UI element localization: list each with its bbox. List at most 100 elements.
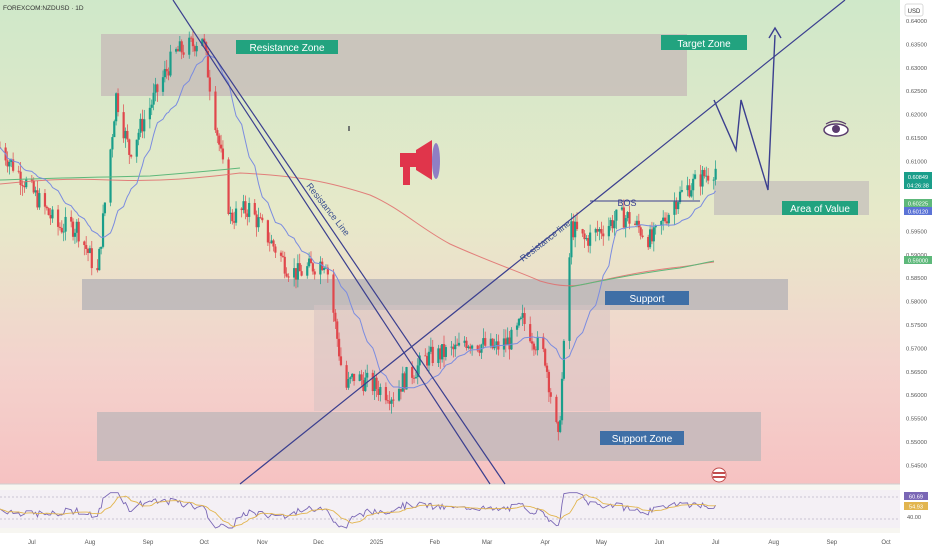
candle-up [373, 377, 376, 392]
candle-up [690, 190, 693, 197]
candle-up [34, 190, 37, 193]
candle-down [300, 271, 303, 276]
candle-down [411, 367, 414, 378]
candle-down [240, 208, 243, 211]
candle-up [379, 387, 382, 395]
candle-up [109, 149, 112, 203]
rising-trend-line [239, 0, 846, 485]
candle-down [126, 130, 129, 140]
candle-down [650, 229, 654, 242]
candle-up [701, 169, 704, 187]
support-zone-label: Support Zone [612, 434, 673, 445]
price-tick-label: 0.63000 [906, 66, 927, 72]
candle-up [163, 68, 166, 78]
candle-up [635, 220, 639, 225]
candle-down [309, 258, 313, 264]
resistance-line-1 [172, 0, 491, 485]
candle-up [680, 190, 684, 192]
candle-up [495, 341, 498, 346]
time-tick-label: Sep [826, 540, 837, 546]
candle-down [182, 52, 185, 55]
candle-down [12, 159, 15, 171]
candle-up [615, 209, 618, 221]
projection-path [713, 34, 776, 191]
candle-down [339, 356, 343, 366]
area-of-value-label: Area of Value [790, 204, 850, 215]
time-tick-label: Jun [655, 540, 665, 546]
target-zone-label: Target Zone [677, 39, 731, 50]
candle-down [30, 179, 33, 181]
candle-up [457, 342, 461, 346]
ma-fast-value: 0.60225 [908, 202, 928, 208]
candle-up [405, 367, 408, 390]
candle-down [456, 344, 459, 346]
candle-up [178, 41, 181, 52]
candle-up [515, 325, 519, 330]
candle-down [399, 388, 403, 392]
support-label-bg [605, 291, 689, 305]
candle-up [519, 317, 522, 319]
candle-down [707, 175, 710, 181]
candle-up [489, 338, 492, 346]
ma-fast-label-value: 0.60120 [908, 210, 928, 216]
candle-up [667, 214, 670, 224]
countdown-tag [904, 181, 932, 189]
candle-up [10, 159, 13, 163]
price-tick-label: 0.57500 [906, 323, 927, 329]
candle-up [51, 209, 54, 219]
candle-down [281, 255, 284, 257]
candle-up [506, 337, 509, 345]
ma-slow-green-line [0, 167, 241, 181]
candle-up [113, 121, 116, 138]
candle-down [386, 400, 389, 402]
candle-down [83, 241, 86, 246]
candle-up [175, 49, 178, 52]
candle-up [654, 225, 657, 228]
candle-up [560, 378, 564, 421]
candle-up [471, 345, 474, 349]
candle-down [221, 148, 225, 160]
candle-up [444, 347, 447, 357]
rsi-level-value: 40.00 [907, 515, 921, 521]
time-tick-label: Aug [85, 540, 96, 546]
candle-down [581, 229, 584, 234]
rsi-ma-tag [904, 502, 928, 510]
candle-down [622, 207, 625, 228]
candle-down [611, 220, 614, 229]
price-tick-label: 0.59000 [906, 253, 927, 259]
candle-up [308, 258, 311, 267]
candle-down [633, 223, 637, 225]
target-zone-label-bg [661, 35, 747, 50]
candle-up [607, 225, 610, 237]
candle-down [675, 201, 678, 210]
candle-down [287, 276, 290, 278]
candle-down [21, 184, 24, 187]
candle-down [70, 216, 73, 222]
price-tick-label: 0.62000 [906, 113, 927, 119]
candle-down [334, 312, 337, 322]
ma-fast-line [0, 55, 716, 389]
candle-down [549, 392, 552, 397]
candle-up [401, 373, 404, 392]
support-zone-label-bg [600, 431, 684, 445]
candle-up [502, 338, 506, 350]
candle-up [270, 240, 273, 244]
candle-down [176, 49, 180, 52]
candle-down [58, 226, 62, 228]
candle-up [598, 229, 601, 232]
candle-up [349, 377, 352, 379]
currency-button[interactable] [904, 3, 924, 17]
candle-up [626, 212, 629, 219]
candle-up [62, 231, 65, 233]
candle-up [677, 202, 680, 210]
candle-down [246, 213, 249, 217]
resistance-line-2 [202, 39, 506, 485]
candle-down [56, 209, 60, 227]
candle-up [143, 119, 146, 132]
candle-down [478, 350, 481, 353]
candle-down [71, 221, 75, 237]
candle-down [403, 373, 406, 390]
time-tick-label: Sep [143, 540, 154, 546]
price-tick-label: 0.58500 [906, 276, 927, 282]
candle-up [306, 266, 309, 276]
